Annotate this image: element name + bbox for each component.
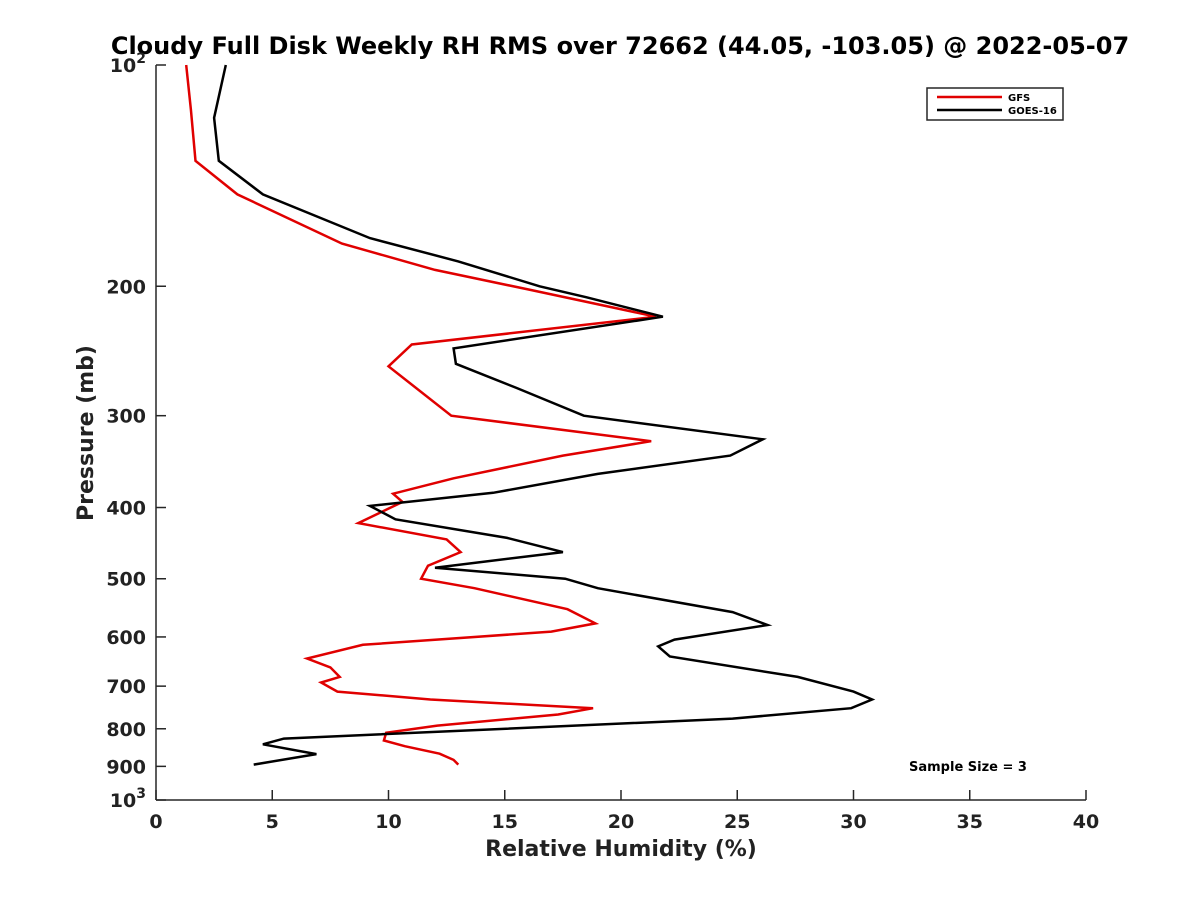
plot-area <box>155 65 1086 801</box>
y-tick-label: 400 <box>106 498 146 520</box>
x-tick-label: 35 <box>957 811 983 833</box>
legend-label-goes-16: GOES-16 <box>1008 106 1057 117</box>
y-tick-exponent: 2 <box>136 51 146 67</box>
x-tick-label: 25 <box>724 811 750 833</box>
y-tick-base: 10 <box>110 55 136 77</box>
legend-label-gfs: GFS <box>1008 93 1030 104</box>
x-ticks: 0 5 10 15 20 25 30 35 40 <box>149 790 1099 833</box>
y-tick-base: 10 <box>110 790 136 812</box>
y-tick-label: 102 <box>110 51 146 77</box>
series-line-goes-16 <box>212 64 876 766</box>
x-tick-label: 20 <box>608 811 634 833</box>
x-axis-label: Relative Humidity (%) <box>485 837 757 862</box>
x-tick-label: 40 <box>1073 811 1099 833</box>
x-tick-label: 10 <box>375 811 401 833</box>
y-tick-label: 500 <box>106 569 146 591</box>
y-tick-exponent: 3 <box>136 786 146 802</box>
y-tick-label: 600 <box>106 627 146 649</box>
y-tick-label: 900 <box>106 756 146 778</box>
series-line-gfs <box>184 64 657 766</box>
series-layer <box>184 64 876 766</box>
legend: GFS GOES-16 <box>926 87 1064 121</box>
y-axis-label: Pressure (mb) <box>74 345 99 521</box>
chart-title: Cloudy Full Disk Weekly RH RMS over 7266… <box>111 32 1129 60</box>
y-tick-label: 200 <box>106 276 146 298</box>
y-tick-label: 300 <box>106 406 146 428</box>
sample-size-annotation: Sample Size = 3 <box>909 760 1027 775</box>
y-tick-label: 700 <box>106 676 146 698</box>
x-tick-label: 30 <box>840 811 866 833</box>
y-tick-label: 800 <box>106 719 146 741</box>
x-tick-label: 5 <box>266 811 279 833</box>
x-tick-label: 0 <box>149 811 162 833</box>
legend-box <box>926 87 1064 121</box>
y-tick-label: 103 <box>110 786 146 812</box>
x-tick-label: 15 <box>492 811 518 833</box>
